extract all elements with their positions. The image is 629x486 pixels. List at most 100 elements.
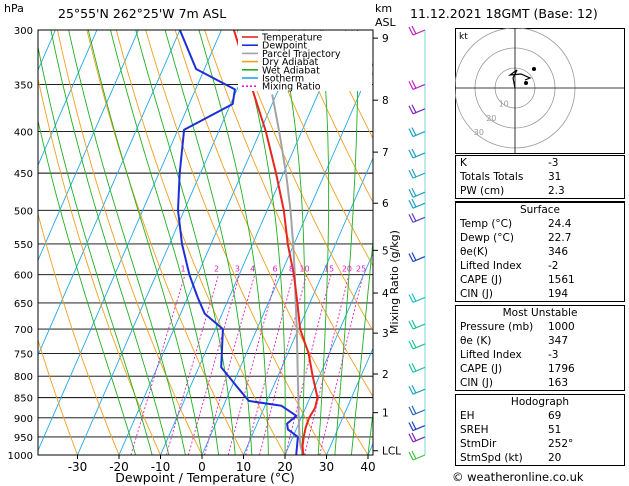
temperature-line: [232, 30, 319, 455]
surface-value: 24.4: [548, 218, 572, 230]
most-unstable-row: CAPE (J) 1796: [456, 362, 624, 376]
dry-adiabat-line: [57, 30, 203, 455]
mixing-ratio-label: 1: [180, 265, 185, 274]
wind-barb-icon: [408, 213, 426, 223]
surface-label: Temp (°C): [460, 218, 513, 230]
km-tick-label: 6: [382, 198, 389, 210]
mixing-ratio-line: [245, 274, 294, 455]
dry-adiabat-line: [38, 76, 161, 455]
mixing-ratio-line: [304, 274, 350, 455]
pressure-tick-label: 850: [14, 394, 33, 405]
wind-barb-icon: [408, 104, 426, 115]
x-tick-label: 10: [236, 460, 251, 474]
dry-adiabat-line: [115, 30, 286, 455]
wind-barb-icon: [408, 339, 426, 350]
index-row: Totals Totals 31: [456, 170, 624, 184]
mixing-ratio-label: 2: [214, 265, 219, 274]
hodograph-ring-label: 20: [486, 114, 496, 123]
mixing-ratio-label: 10: [299, 265, 309, 274]
wet-adiabat-line: [198, 30, 269, 455]
hodograph-value: 51: [548, 424, 562, 436]
mixing-ratio-line: [187, 274, 240, 455]
surface-value: 194: [548, 288, 569, 300]
surface-label: Dewp (°C): [460, 232, 514, 244]
surface-value: 346: [548, 246, 569, 258]
most-unstable-label: Pressure (mb): [460, 321, 534, 333]
most-unstable-value: 1000: [548, 321, 575, 333]
pressure-tick-label: 950: [14, 433, 33, 444]
legend-entry: Dewpoint: [262, 41, 307, 52]
wind-barb-icon: [408, 80, 426, 90]
wind-barb-icon: [408, 432, 426, 443]
km-tick-label: 5: [382, 245, 389, 257]
most-unstable-row: θe (K) 347: [456, 334, 624, 348]
km-tick-label: 1: [382, 408, 389, 420]
hodograph-row: StmDir 252°: [456, 437, 624, 451]
most-unstable-row: CIN (J) 163: [456, 376, 624, 390]
most-unstable-label: θe (K): [460, 335, 492, 347]
datetime-title: 11.12.2021 18GMT (Base: 12): [410, 6, 598, 21]
hodograph-row: StmSpd (kt) 20: [456, 451, 624, 465]
dry-adiabat-line: [233, 30, 373, 332]
index-value: 2.3: [548, 185, 565, 197]
surface-row: Temp (°C) 24.4: [456, 217, 624, 231]
mixing-ratio-label: 4: [250, 265, 255, 274]
pressure-tick-label: 900: [14, 414, 33, 425]
km-tick-label: 9: [382, 33, 389, 45]
pressure-tick-label: 400: [14, 128, 33, 139]
surface-table: Surface Temp (°C) 24.4 Dewp (°C) 22.7 θe(K) 3…: [455, 201, 625, 302]
wet-adiabat-line: [68, 30, 186, 455]
surface-row: Dewp (°C) 22.7: [456, 231, 624, 245]
wind-barb-icon: [408, 252, 426, 263]
most-unstable-value: 163: [548, 377, 569, 389]
mixing-ratio-line: [165, 274, 220, 455]
pressure-tick-label: 650: [14, 299, 33, 310]
x-tick-label: 0: [198, 460, 206, 474]
wet-adiabat-line: [164, 30, 253, 455]
pressure-tick-label: 1000: [8, 451, 33, 462]
wet-adiabat-line: [87, 30, 203, 455]
surface-value: 1561: [548, 274, 575, 286]
wind-barb-icon: [408, 384, 426, 395]
legend-entry: Isotherm: [262, 74, 304, 85]
legend-entry: Mixing Ratio: [262, 82, 321, 93]
dry-adiabat-line: [204, 30, 373, 398]
legend-entry: Wet Adiabat: [262, 65, 320, 76]
isotherm-line: [0, 30, 14, 455]
most-unstable-row: Pressure (mb) 1000: [456, 320, 624, 334]
isotherm-line: [38, 30, 222, 452]
km-tick-label: 4: [382, 288, 389, 300]
legend-entry: Parcel Trajectory: [262, 49, 341, 60]
surface-row: Lifted Index -2: [456, 259, 624, 273]
hodograph-label: SREH: [460, 424, 489, 436]
pressure-tick-label: 800: [14, 372, 33, 383]
hodograph-table-title: Hodograph: [510, 396, 570, 408]
x-tick-label: 40: [360, 460, 375, 474]
hodograph-ring-label: 10: [499, 99, 509, 108]
index-value: -3: [548, 157, 559, 169]
index-row: PW (cm) 2.3: [456, 184, 624, 198]
wet-adiabat-line: [278, 30, 306, 455]
most-unstable-row: Lifted Index -3: [456, 348, 624, 362]
isotherm-line: [38, 30, 181, 357]
index-label: PW (cm): [460, 185, 505, 197]
dry-adiabat-line: [86, 30, 244, 455]
copyright-footer: © weatheronline.co.uk: [452, 470, 584, 484]
storm-motion-marker: [524, 81, 528, 85]
wet-adiabat-line: [50, 30, 170, 455]
hodograph-row: SREH 51: [456, 423, 624, 437]
hodograph-value: 20: [548, 452, 562, 464]
x-tick-label: -30: [68, 460, 88, 474]
indices-table: K -3 Totals Totals 31 PW (cm) 2.3: [455, 155, 625, 199]
mixing-ratio-label: 20: [342, 265, 352, 274]
parcel-trajectory-line: [271, 94, 305, 455]
wet-adiabat-line: [38, 44, 153, 455]
x-tick-label: 20: [277, 460, 292, 474]
wet-adiabat-line: [110, 30, 220, 455]
surface-label: Lifted Index: [460, 260, 522, 272]
pressure-tick-label: 500: [14, 206, 33, 217]
most-unstable-table: Most Unstable Pressure (mb) 1000 θe (K) 347…: [455, 305, 625, 391]
legend-entry: Temperature: [261, 33, 322, 44]
asl-unit-label: ASL: [375, 16, 396, 29]
wind-barb-icon: [408, 421, 426, 432]
